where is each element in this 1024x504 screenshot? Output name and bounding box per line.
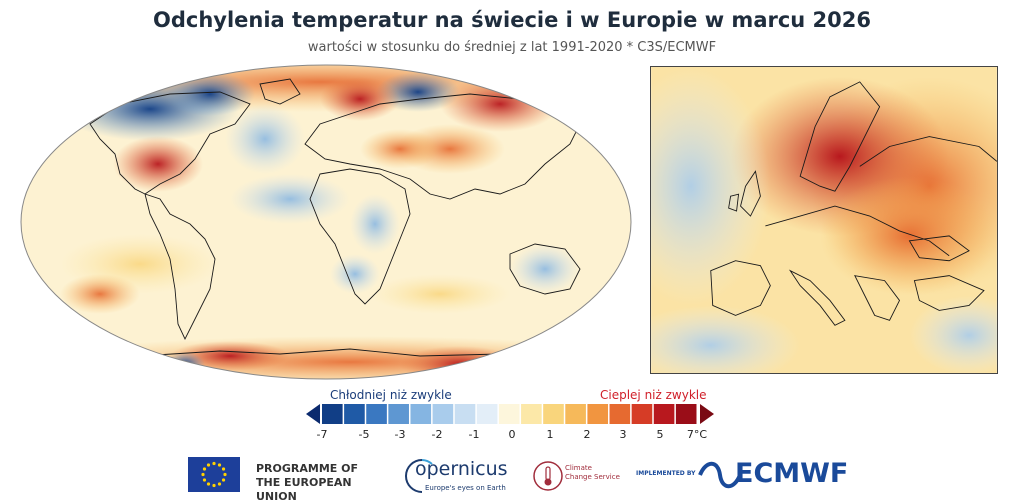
scale-warm-arrow <box>700 404 714 424</box>
scale-segment <box>454 404 476 424</box>
scale-tick: 3 <box>619 428 627 441</box>
scale-cold-arrow <box>306 404 320 424</box>
map-border <box>20 64 632 380</box>
world-anomaly-field <box>21 65 631 379</box>
legend-warm-label: Cieplej niż zwykle <box>600 388 707 402</box>
copernicus-tagline: Europe's eyes on Earth <box>425 484 506 492</box>
scale-segment <box>587 404 609 424</box>
scale-segment <box>432 404 454 424</box>
page-title: Odchylenia temperatur na świecie i w Eur… <box>153 8 871 32</box>
copernicus-logo-icon <box>405 459 433 493</box>
eu-star <box>212 483 216 488</box>
world-anomaly-map <box>20 64 632 380</box>
scale-segment <box>653 404 675 424</box>
eu-programme-label: PROGRAMME OF THE EUROPEAN UNION <box>256 462 358 503</box>
scale-tick: 1 <box>546 428 554 441</box>
color-scale-bar <box>306 404 714 424</box>
page-subtitle: wartości w stosunku do średniej z lat 19… <box>307 40 717 55</box>
scale-tick: -7 <box>316 428 328 441</box>
eu-star <box>202 467 207 471</box>
scale-tick: 0 <box>508 428 516 441</box>
scale-segment <box>498 404 520 424</box>
legend-cold-label: Chłodniej niż zwykle <box>330 388 452 402</box>
scale-tick: -3 <box>394 428 406 441</box>
ecmwf-name: ECMWF <box>735 458 849 489</box>
c3s-logo-icon <box>533 461 563 491</box>
scale-tick: 5 <box>656 428 664 441</box>
scale-tick: -2 <box>431 428 443 441</box>
scale-segment <box>565 404 586 424</box>
eu-star <box>221 467 226 471</box>
eu-star <box>202 478 207 482</box>
scale-ticks: -7 -5 -3 -2 -1 0 1 2 3 5 7°C <box>0 428 1024 444</box>
scale-tick: -5 <box>358 428 370 441</box>
eu-flag-icon <box>188 457 240 492</box>
scale-segment <box>521 404 542 424</box>
eu-star <box>217 482 222 486</box>
implemented-by-label: IMPLEMENTED BY <box>636 470 696 477</box>
scale-tick: 2 <box>583 428 591 441</box>
scale-segment <box>410 404 432 424</box>
ecmwf-swirl-icon <box>698 461 742 489</box>
scale-segment <box>322 404 343 424</box>
eu-star <box>223 472 227 477</box>
scale-segment <box>675 404 697 424</box>
scale-segment <box>609 404 631 424</box>
scale-segment <box>631 404 653 424</box>
scale-segment <box>543 404 564 424</box>
scale-segment <box>476 404 498 424</box>
eu-star <box>217 463 222 467</box>
eu-star <box>221 478 226 482</box>
scale-segment <box>366 404 387 424</box>
c3s-label: Climate Change Service <box>565 464 620 481</box>
scale-tick: -1 <box>468 428 480 441</box>
europe-anomaly-map <box>650 66 998 374</box>
copernicus-name: opernicus <box>415 458 508 480</box>
eu-star <box>212 461 216 466</box>
scale-tick: 7°C <box>686 428 708 441</box>
scale-segment <box>388 404 409 424</box>
eu-star <box>206 463 211 467</box>
scale-segment <box>344 404 365 424</box>
eu-star <box>206 482 211 486</box>
eu-star <box>201 472 205 477</box>
europe-anomaly-field <box>651 67 997 373</box>
